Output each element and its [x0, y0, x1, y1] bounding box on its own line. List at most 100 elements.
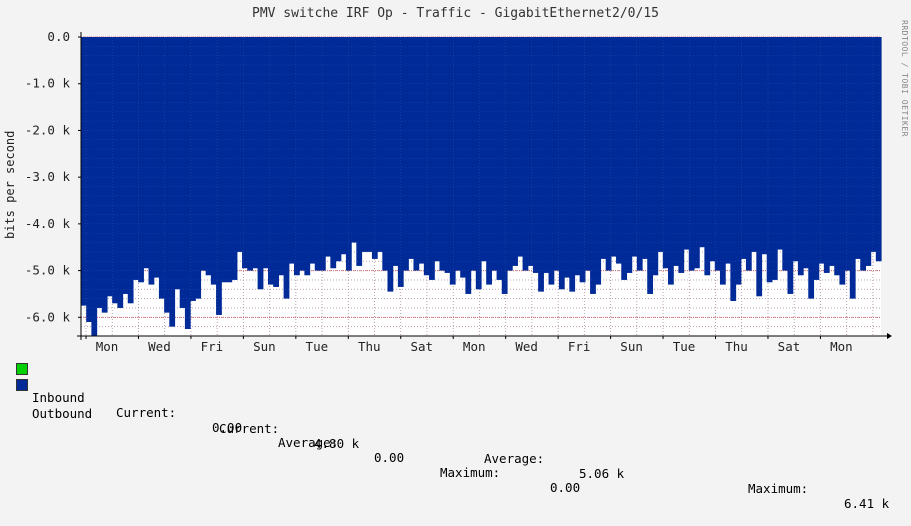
outbound-bar	[288, 37, 295, 264]
outbound-bar	[413, 37, 420, 271]
outbound-bar	[543, 37, 550, 273]
outbound-bar	[158, 37, 165, 299]
outbound-bar	[392, 37, 399, 266]
outbound-bar	[610, 37, 617, 257]
x-tick-label: Sun	[253, 339, 276, 354]
outbound-bar	[148, 37, 155, 285]
outbound-bar	[652, 37, 659, 276]
outbound-bar	[626, 37, 633, 273]
outbound-bar	[693, 37, 700, 269]
outbound-bar	[735, 37, 742, 285]
outbound-bar	[616, 37, 622, 264]
outbound-name: Outbound	[32, 406, 93, 421]
outbound-bar	[501, 37, 508, 294]
outbound-bar	[647, 37, 654, 294]
outbound-bar	[340, 37, 347, 255]
outbound-bar	[444, 37, 451, 273]
outbound-bar	[314, 37, 321, 271]
y-tick-label: -5.0 k	[25, 263, 71, 278]
outbound-bar	[153, 37, 160, 278]
outbound-bar	[605, 37, 612, 271]
inbound-average-value: 0.00	[374, 450, 405, 465]
chart-title: PMV switche IRF Op - Traffic - GigabitEt…	[252, 6, 659, 21]
x-tick-label: Tue	[673, 339, 696, 354]
x-tick-label: Fri	[201, 339, 224, 354]
outbound-bar	[517, 37, 524, 257]
outbound-bar	[725, 37, 731, 264]
outbound-bar	[751, 37, 757, 252]
outbound-bar	[293, 37, 300, 276]
outbound-bar	[382, 37, 389, 271]
inbound-maximum-value: 0.00	[550, 480, 581, 495]
legend-outbound: Outbound Current: 4.80 k Average: 5.06 k…	[14, 376, 889, 511]
outbound-bar	[683, 37, 690, 250]
outbound-bar	[236, 37, 243, 252]
outbound-bar	[678, 37, 685, 273]
x-tick-label: Sat	[778, 339, 801, 354]
outbound-bar	[325, 37, 331, 257]
outbound-bar	[590, 37, 596, 294]
y-tick-label: -6.0 k	[25, 309, 71, 324]
outbound-bar	[423, 37, 430, 276]
outbound-bar	[96, 37, 103, 308]
outbound-bar	[527, 37, 534, 266]
x-axis-arrow	[887, 333, 892, 339]
outbound-bar	[252, 37, 259, 269]
outbound-maximum-value: 6.41 k	[844, 496, 890, 511]
rrd-graph: PMV switche IRF Op - Traffic - GigabitEt…	[3, 6, 909, 511]
outbound-bar	[491, 37, 498, 271]
outbound-bar	[122, 37, 129, 294]
outbound-bar	[278, 37, 285, 276]
outbound-bar	[855, 37, 861, 259]
outbound-bar	[366, 37, 373, 252]
outbound-bar	[190, 37, 196, 301]
outbound-bar	[506, 37, 513, 271]
outbound-bar	[345, 37, 352, 271]
outbound-bar	[709, 37, 716, 262]
outbound-bar	[569, 37, 576, 292]
outbound-bar	[174, 37, 181, 290]
outbound-bar	[470, 37, 477, 271]
legend-inbound: Inbound Current: 0.00 Average: 0.00 Maxi…	[14, 360, 580, 495]
outbound-bar	[642, 37, 648, 259]
outbound-bar	[283, 37, 290, 299]
outbound-bar	[377, 37, 383, 252]
outbound-bar	[600, 37, 607, 259]
outbound-bar	[486, 37, 492, 285]
outbound-bar	[714, 37, 721, 271]
outbound-bar	[143, 37, 150, 269]
outbound-bar	[408, 37, 415, 259]
outbound-bar	[574, 37, 581, 276]
outbound-bar	[179, 37, 186, 308]
outbound-bar	[673, 37, 679, 266]
outbound-bar	[164, 37, 170, 313]
outbound-bar	[91, 37, 98, 337]
outbound-bar	[745, 37, 752, 271]
outbound-bar	[418, 37, 425, 264]
outbound-bar	[787, 37, 794, 294]
outbound-bar	[319, 37, 326, 271]
outbound-bar	[657, 37, 664, 252]
y-tick-label: -3.0 k	[25, 169, 71, 184]
outbound-bar	[429, 37, 435, 280]
outbound-bar	[184, 37, 191, 329]
outbound-bar	[460, 37, 467, 278]
outbound-bar	[512, 37, 518, 266]
outbound-bar	[335, 37, 342, 262]
outbound-bar	[704, 37, 711, 276]
outbound-bar	[439, 37, 446, 271]
outbound-bar	[636, 37, 643, 271]
y-tick-label: -1.0 k	[25, 76, 71, 91]
outbound-bar	[839, 37, 846, 285]
outbound-bar	[496, 37, 503, 280]
outbound-swatch	[16, 379, 28, 391]
x-tick-label: Sat	[410, 339, 433, 354]
outbound-bar	[595, 37, 602, 285]
outbound-bar	[268, 37, 274, 285]
outbound-bar	[584, 37, 591, 271]
outbound-bar	[538, 37, 544, 292]
outbound-bar	[564, 37, 570, 278]
outbound-bar	[403, 37, 409, 271]
x-tick-label: Thu	[725, 339, 748, 354]
outbound-bar	[782, 37, 789, 271]
